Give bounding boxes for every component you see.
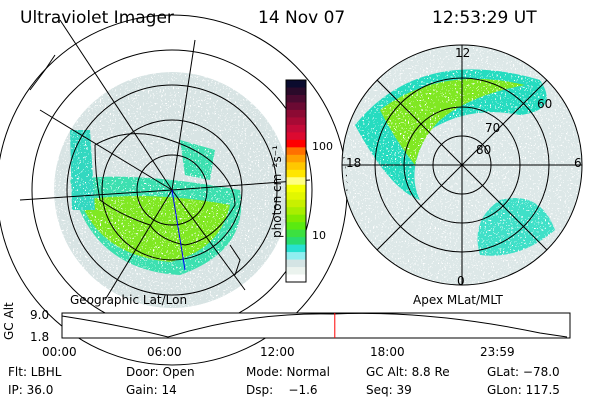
- glat-status: GLat: −78.0: [487, 365, 560, 379]
- colorbar-band: [286, 139, 306, 148]
- colorbar-band: [286, 199, 306, 208]
- gain-status: Gain: 14: [126, 383, 177, 397]
- colorbar-band: [286, 80, 306, 88]
- colorbar-band: [286, 147, 306, 156]
- colorbar-band: [286, 244, 306, 253]
- glon-status: GLon: 117.5: [487, 383, 560, 397]
- colorbar-label: photon cm⁻²s⁻¹: [270, 145, 284, 238]
- geographic-label: Geographic Lat/Lon: [70, 293, 188, 307]
- colorbar-band: [286, 124, 306, 133]
- filter-status: Flt: LBHL: [8, 365, 62, 379]
- mlt-label-6: 6: [574, 156, 582, 170]
- apex-mlat-mlt-map: [341, 44, 583, 286]
- colorbar-band: [286, 117, 306, 126]
- xtick-1200: 12:00: [260, 345, 295, 359]
- colorbar-band: [286, 229, 306, 238]
- xtick-0600: 06:00: [147, 345, 182, 359]
- colorbar-band: [286, 252, 306, 261]
- colorbar-band: [286, 274, 306, 283]
- ytick-9: 9.0: [30, 308, 50, 322]
- colorbar-band: [286, 192, 306, 201]
- seq-status: Seq: 39: [366, 383, 412, 397]
- lat-label-80: 80: [476, 143, 492, 157]
- dsp-status: Dsp: −1.6: [246, 383, 318, 397]
- instrument-title: Ultraviolet Imager: [20, 8, 174, 28]
- colorbar-band: [286, 94, 306, 103]
- door-status: Door: Open: [126, 365, 195, 379]
- colorbar-band: [286, 132, 306, 141]
- colorbar-band: [286, 222, 306, 231]
- colorbar-band: [286, 177, 306, 186]
- xtick-2359: 23:59: [480, 345, 515, 359]
- colorbar-band: [286, 237, 306, 246]
- xtick-1800: 18:00: [370, 345, 405, 359]
- date-label: 14 Nov 07: [258, 8, 346, 28]
- colorbar-tick-10: 10: [312, 229, 326, 242]
- colorbar-band: [286, 109, 306, 118]
- colorbar-band: [286, 184, 306, 193]
- colorbar-band: [286, 162, 306, 171]
- colorbar-band: [286, 207, 306, 216]
- mlt-label-18: 18: [346, 156, 362, 170]
- colorbar-tick-100: 100: [312, 140, 333, 153]
- colorbar-band: [286, 87, 306, 96]
- lat-label-70: 70: [485, 121, 501, 135]
- colorbar-band: [286, 154, 306, 163]
- ytick-1.8: 1.8: [30, 330, 50, 344]
- xtick-0000: 00:00: [42, 345, 77, 359]
- time-label: 12:53:29 UT: [432, 8, 537, 28]
- colorbar-band: [286, 102, 306, 111]
- mlt-label-0: 0: [457, 274, 465, 288]
- colorbar-band: [286, 214, 306, 223]
- mode-status: Mode: Normal: [246, 365, 330, 379]
- timeline-ylabel: GC Alt: [2, 302, 16, 340]
- colorbar-band: [286, 259, 306, 268]
- ip-status: IP: 36.0: [8, 383, 54, 397]
- lat-label-60: 60: [537, 97, 553, 111]
- colorbar-band: [286, 169, 306, 178]
- colorbar: [286, 80, 306, 283]
- gc-alt-status: GC Alt: 8.8 Re: [366, 365, 450, 379]
- mlt-label-12: 12: [455, 46, 471, 60]
- altitude-timeline: [61, 312, 571, 339]
- colorbar-band: [286, 267, 306, 276]
- geographic-map: [0, 14, 348, 366]
- apex-label: Apex MLat/MLT: [413, 293, 503, 307]
